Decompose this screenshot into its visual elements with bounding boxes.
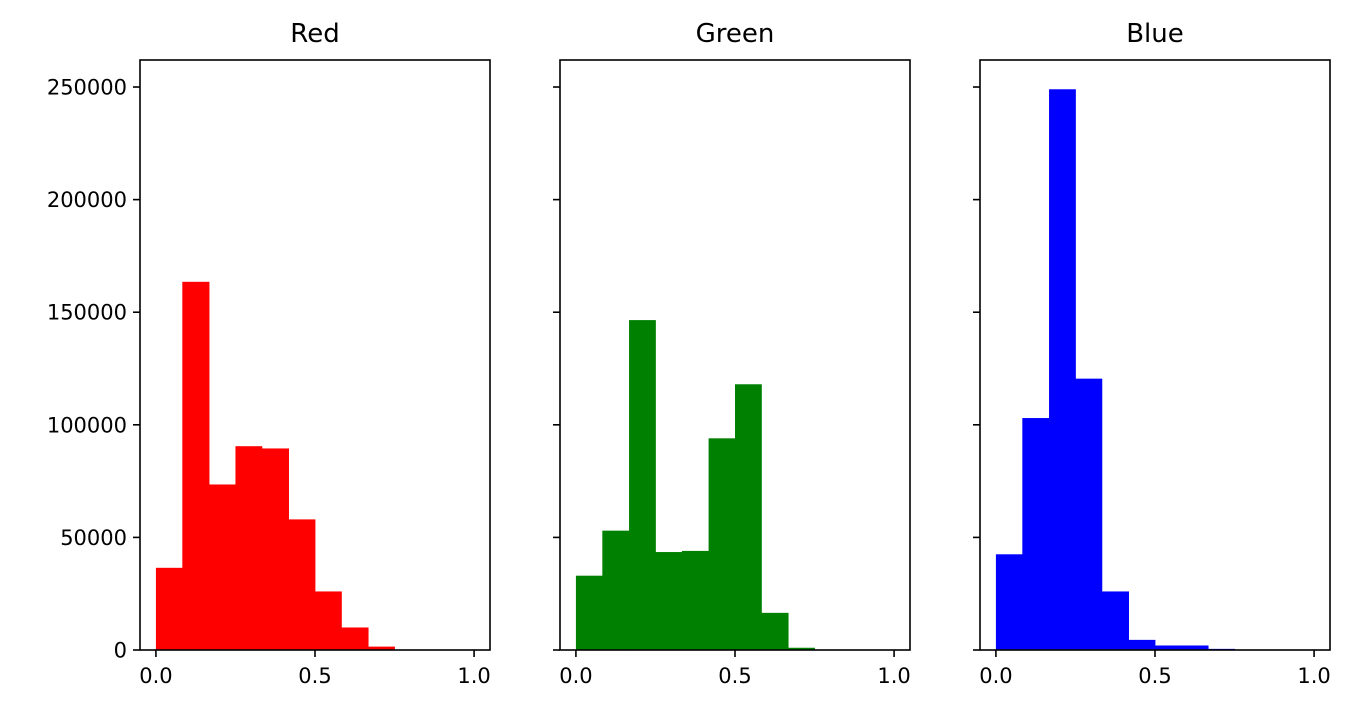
x-tick-label: 1.0 xyxy=(1297,664,1330,688)
x-tick-label: 0.5 xyxy=(298,664,331,688)
x-tick-label: 0.5 xyxy=(718,664,751,688)
histogram-bar xyxy=(1181,645,1209,650)
histogram-bar xyxy=(1155,645,1182,650)
histogram-bar xyxy=(1022,418,1050,650)
x-tick-label: 0.0 xyxy=(139,664,172,688)
histogram-bar xyxy=(575,575,603,650)
histogram-bar xyxy=(341,627,369,650)
panel-title: Green xyxy=(696,19,775,49)
histogram-bar xyxy=(235,446,263,650)
histogram-bar xyxy=(315,591,342,650)
x-tick-label: 0.5 xyxy=(1138,664,1171,688)
histogram-bar xyxy=(735,384,762,650)
histogram-bar xyxy=(761,612,789,650)
x-tick-label: 0.0 xyxy=(559,664,592,688)
histogram-bar xyxy=(788,647,815,650)
histogram-bar xyxy=(655,552,683,650)
x-tick-label: 1.0 xyxy=(457,664,490,688)
y-tick-label: 200000 xyxy=(47,188,127,212)
histogram-bar xyxy=(288,519,316,650)
histogram-bar xyxy=(708,438,736,650)
y-tick-label: 0 xyxy=(114,639,127,663)
panel-green: Green 0.0 0.5 1.0 xyxy=(553,19,911,688)
y-tick-label: 250000 xyxy=(47,76,127,100)
panel-blue: Blue 0.0 0.5 1.0 xyxy=(973,19,1331,688)
y-tick-label: 150000 xyxy=(47,301,127,325)
x-tick-label: 0.0 xyxy=(979,664,1012,688)
y-tick-label: 100000 xyxy=(47,413,127,437)
histogram-bar xyxy=(602,530,630,650)
x-tick-label: 1.0 xyxy=(877,664,910,688)
panel-title: Red xyxy=(290,19,339,49)
panel-red: Red 0.0 0.5 1.0 0 50000 100000 150000 200000 250… xyxy=(47,19,491,688)
histogram-bar xyxy=(1128,639,1156,650)
y-tick-label: 50000 xyxy=(60,526,127,550)
histogram-bar xyxy=(1101,591,1129,650)
histogram-bar xyxy=(995,554,1023,650)
histogram-bar xyxy=(681,550,709,650)
histogram-bar xyxy=(155,567,183,650)
histogram-bar xyxy=(209,484,236,650)
histogram-bar xyxy=(1049,89,1076,650)
histogram-bar xyxy=(629,320,656,650)
histogram-bar xyxy=(368,646,395,650)
histogram-bar xyxy=(182,281,210,650)
panel-title: Blue xyxy=(1126,19,1184,49)
histogram-bar xyxy=(1075,378,1103,650)
histogram-bar xyxy=(261,448,289,650)
